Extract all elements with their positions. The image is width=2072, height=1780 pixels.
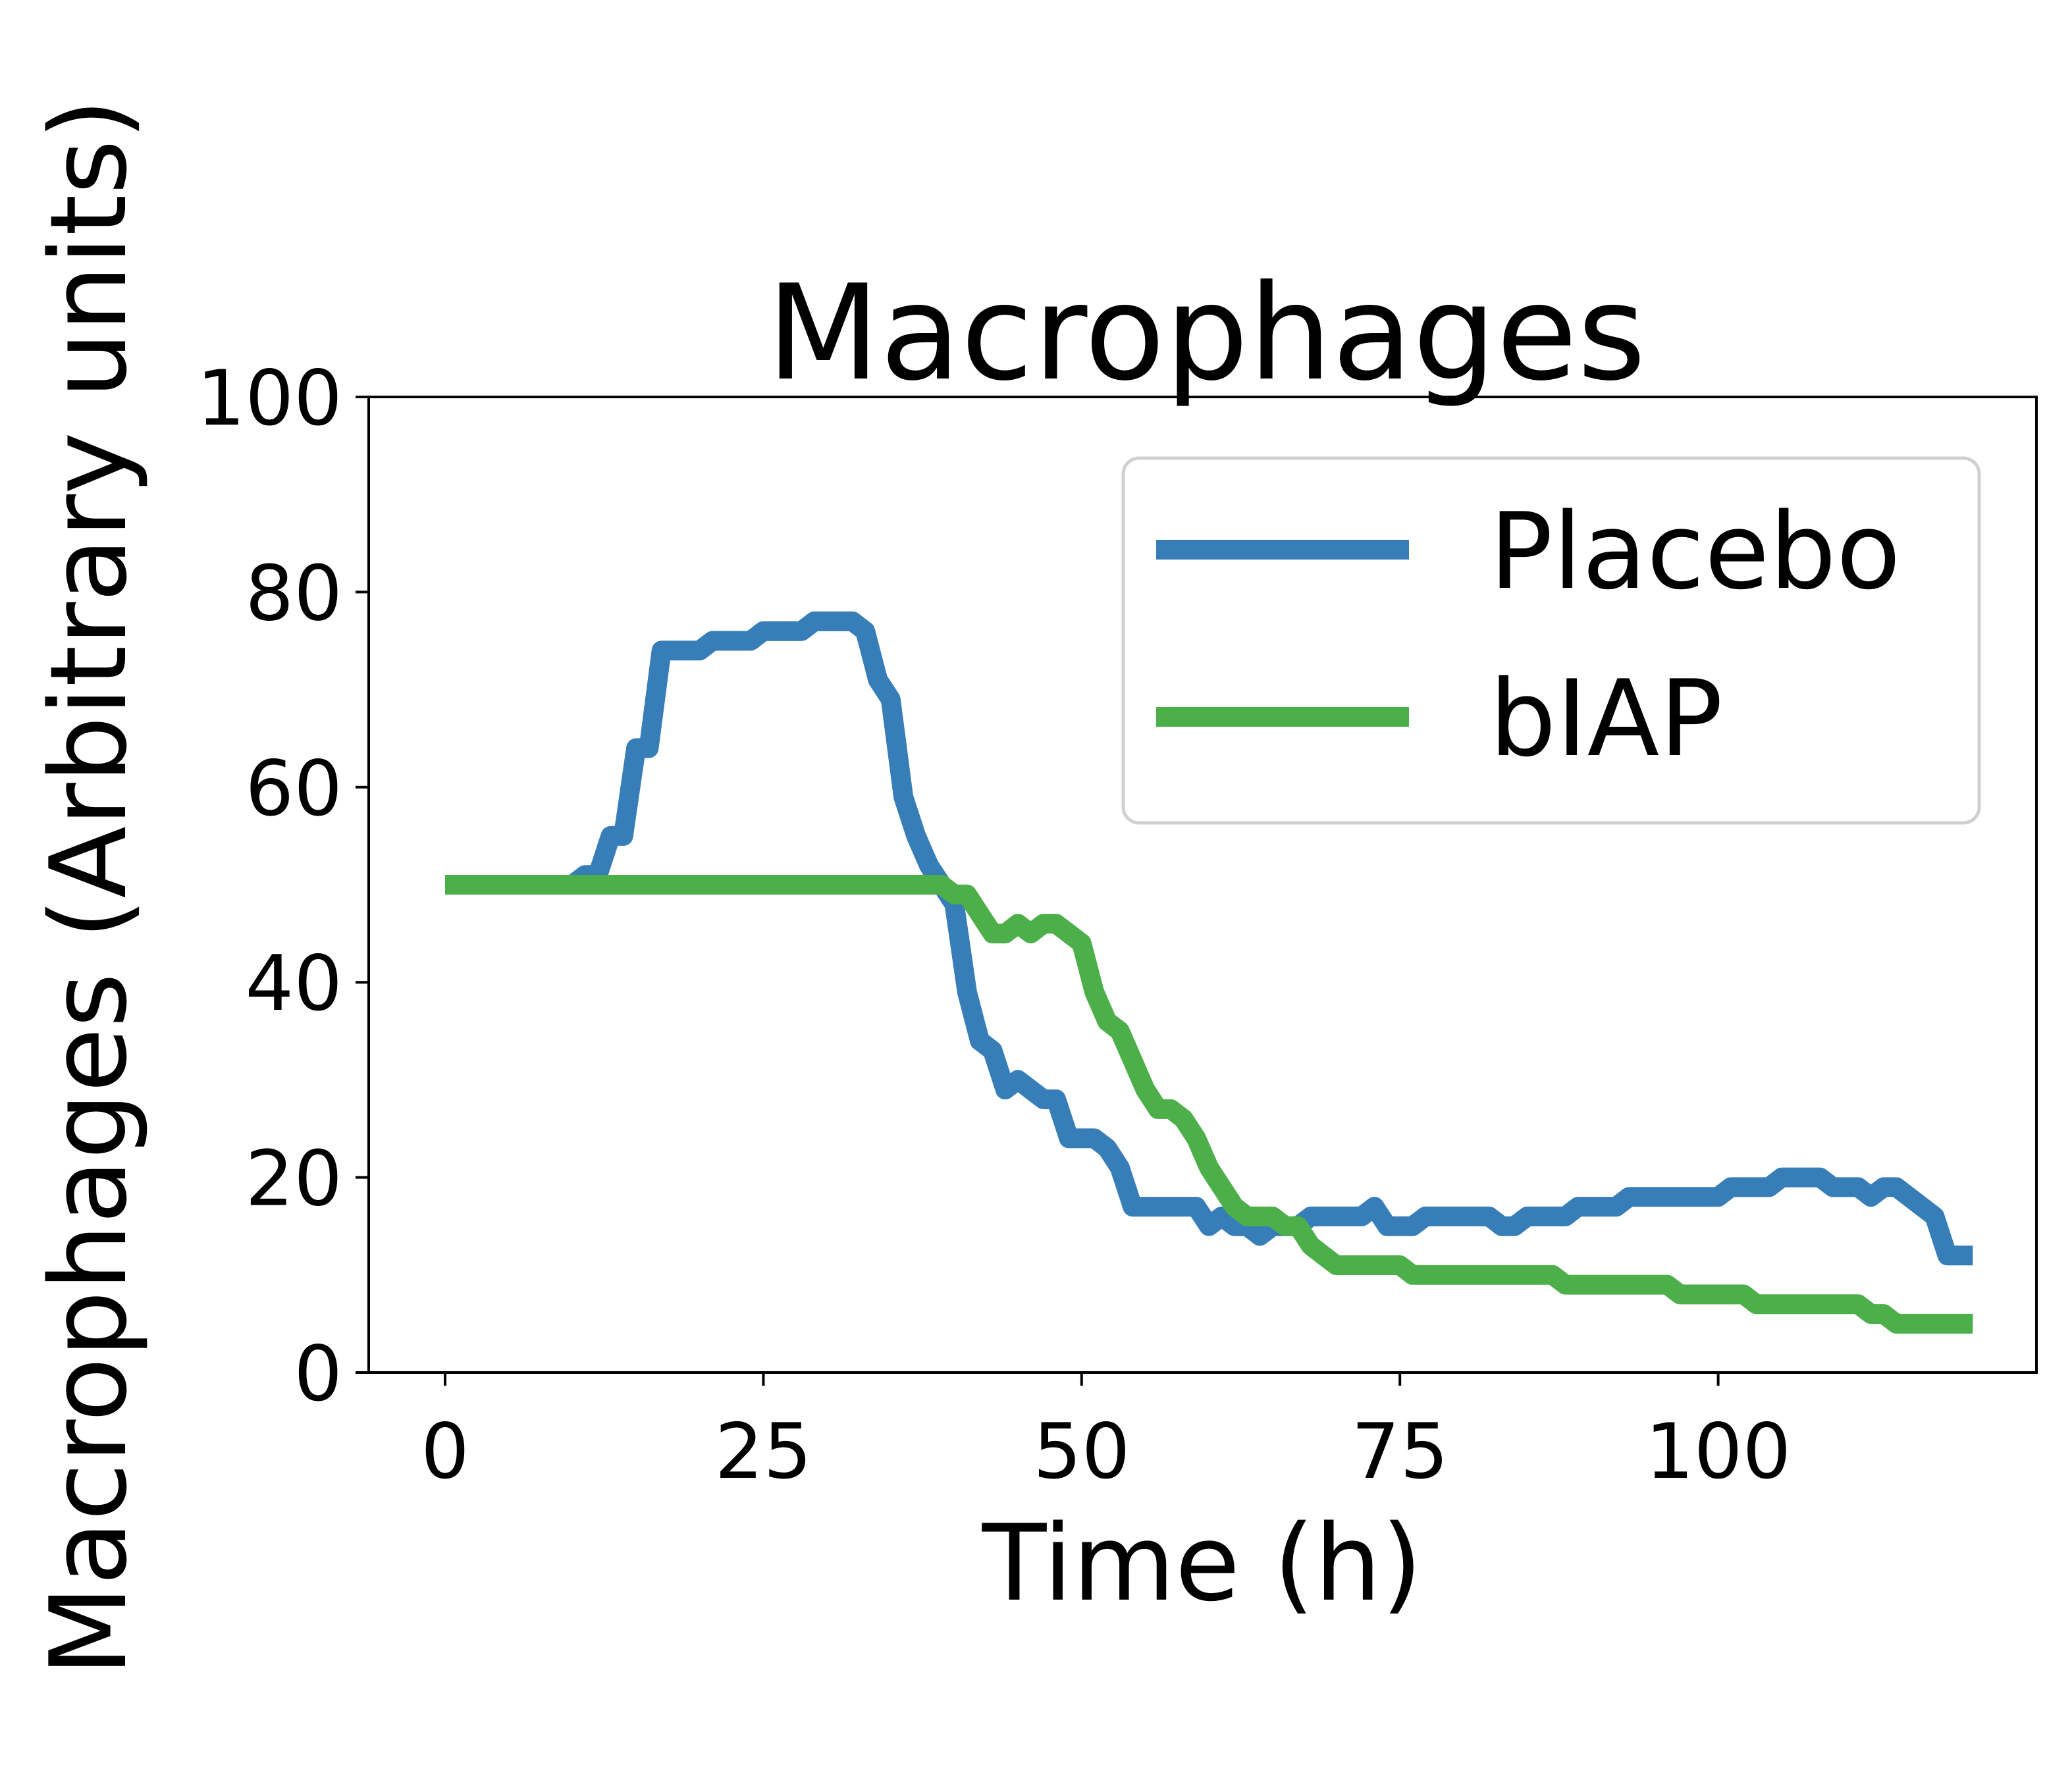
y-tick-label: 80 [245, 549, 342, 638]
x-tick-label: 100 [1645, 1407, 1791, 1496]
x-tick-label: 0 [421, 1407, 469, 1496]
y-tick-label: 100 [197, 354, 342, 443]
y-axis-label: Macrophages (Arbitrary units) [27, 99, 150, 1677]
x-axis-label: Time (h) [982, 1502, 1423, 1625]
y-tick-label: 40 [245, 939, 342, 1028]
legend: Placebo bIAP [1121, 456, 1981, 825]
plot-area [367, 396, 2038, 1374]
plot-frame [367, 396, 2038, 1374]
legend-label-placebo: Placebo [1489, 490, 1901, 613]
series-layer [445, 611, 1973, 1334]
x-axis-ticks: 0 25 50 75 100 [421, 1373, 1791, 1496]
chart-title: Macrophages [766, 257, 1646, 410]
series-line-placebo [445, 611, 1973, 1266]
legend-label-biap: bIAP [1489, 657, 1723, 780]
y-tick-label: 20 [245, 1135, 342, 1224]
x-tick-label: 25 [715, 1407, 812, 1496]
y-tick-label: 60 [245, 745, 342, 833]
y-axis-ticks: 0 20 40 60 80 100 [197, 354, 369, 1419]
x-tick-label: 75 [1351, 1407, 1448, 1496]
x-tick-label: 50 [1033, 1407, 1130, 1496]
y-tick-label: 0 [294, 1330, 342, 1419]
series-line-biap [445, 875, 1973, 1334]
